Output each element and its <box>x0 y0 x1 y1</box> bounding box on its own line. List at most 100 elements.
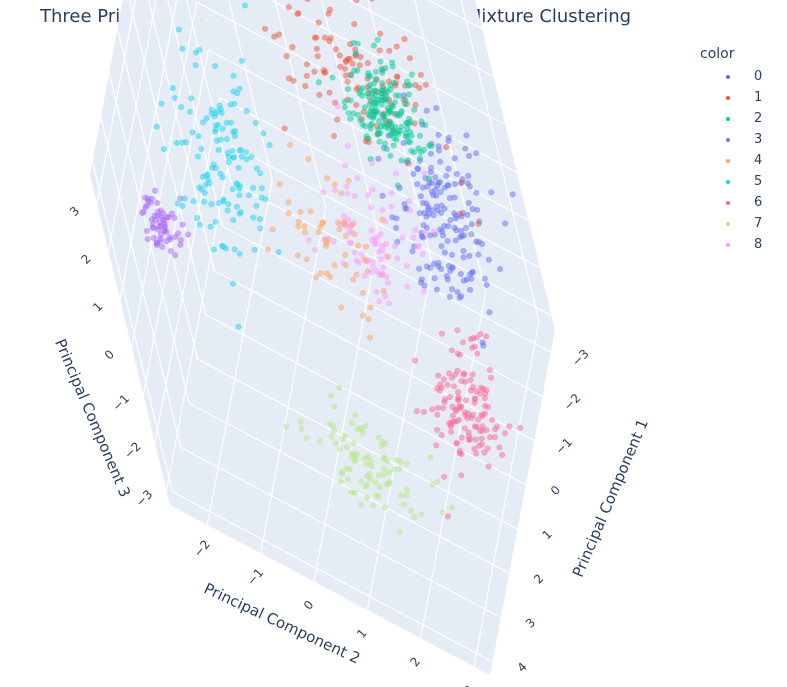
data-point-cluster-8 <box>421 170 428 177</box>
data-point-cluster-1 <box>458 179 465 186</box>
data-point-cluster-4 <box>331 262 338 269</box>
data-point-cluster-7 <box>332 439 339 447</box>
legend-item-5[interactable]: 5 <box>726 171 762 192</box>
data-point-cluster-1 <box>262 25 269 32</box>
data-point-cluster-4 <box>342 252 349 259</box>
data-point-cluster-7 <box>339 470 346 477</box>
legend-marker-icon <box>726 221 730 226</box>
legend-label: 1 <box>754 90 763 105</box>
data-point-cluster-8 <box>391 243 398 250</box>
grid-line <box>473 321 540 667</box>
legend-item-3[interactable]: 3 <box>726 129 762 150</box>
grid-line <box>154 97 221 443</box>
grid-line <box>231 145 552 317</box>
data-point-cluster-0 <box>475 251 482 258</box>
data-point-cluster-7 <box>348 419 355 427</box>
data-point-cluster-6 <box>454 327 461 334</box>
data-point-cluster-5 <box>217 136 224 143</box>
data-point-cluster-2 <box>362 122 369 130</box>
data-point-cluster-3 <box>185 231 192 238</box>
data-point-cluster-6 <box>483 333 490 340</box>
data-point-cluster-1 <box>369 0 375 2</box>
data-point-cluster-5 <box>238 153 245 160</box>
data-point-cluster-6 <box>448 374 456 381</box>
data-point-cluster-6 <box>435 372 442 379</box>
data-point-cluster-6 <box>449 412 457 419</box>
data-point-cluster-7 <box>396 465 403 473</box>
x-tick-label: −2 <box>561 391 583 413</box>
legend-item-7[interactable]: 7 <box>726 213 762 234</box>
data-point-cluster-5 <box>212 122 219 129</box>
data-point-cluster-7 <box>341 433 349 440</box>
data-point-cluster-7 <box>363 494 370 501</box>
data-point-cluster-2 <box>378 101 385 108</box>
data-point-cluster-8 <box>369 159 376 167</box>
data-point-cluster-8 <box>354 174 361 182</box>
data-point-cluster-7 <box>358 501 365 508</box>
legend-item-8[interactable]: 8 <box>726 234 762 255</box>
legend-label: 6 <box>754 195 763 210</box>
data-point-cluster-1 <box>332 46 340 53</box>
data-point-cluster-6 <box>496 444 503 451</box>
legend-item-0[interactable]: 0 <box>726 66 762 87</box>
data-point-cluster-5 <box>229 280 237 287</box>
data-point-cluster-5 <box>190 198 197 205</box>
data-point-cluster-8 <box>305 237 312 244</box>
legend-item-2[interactable]: 2 <box>726 108 762 129</box>
data-point-cluster-3 <box>175 230 182 237</box>
data-point-cluster-1 <box>376 47 383 54</box>
data-point-cluster-8 <box>340 260 347 267</box>
data-point-cluster-5 <box>233 203 240 210</box>
data-point-cluster-4 <box>362 243 370 250</box>
data-point-cluster-2 <box>405 82 412 89</box>
grid-line <box>142 49 209 396</box>
data-point-cluster-5 <box>215 146 222 154</box>
data-point-cluster-7 <box>376 483 384 490</box>
data-point-cluster-8 <box>368 227 375 234</box>
data-point-cluster-0 <box>416 210 423 217</box>
data-point-cluster-6 <box>434 411 441 418</box>
data-point-cluster-8 <box>377 256 384 263</box>
data-point-cluster-6 <box>470 384 477 391</box>
data-point-cluster-6 <box>436 387 444 394</box>
legend-item-6[interactable]: 6 <box>726 192 762 213</box>
data-point-cluster-8 <box>334 103 341 110</box>
data-point-cluster-6 <box>453 407 460 415</box>
data-point-cluster-8 <box>373 288 380 295</box>
data-point-cluster-7 <box>411 513 418 521</box>
data-point-cluster-2 <box>387 108 394 116</box>
data-point-cluster-1 <box>475 220 482 227</box>
data-point-cluster-5 <box>188 95 195 102</box>
data-point-cluster-8 <box>410 234 417 241</box>
legend-item-1[interactable]: 1 <box>726 87 762 108</box>
data-point-cluster-2 <box>405 91 413 98</box>
data-point-cluster-0 <box>447 217 454 224</box>
data-point-cluster-0 <box>441 249 448 256</box>
data-point-cluster-3 <box>179 221 186 228</box>
data-point-cluster-8 <box>312 246 319 253</box>
data-point-cluster-5 <box>248 153 255 160</box>
legend-label: 8 <box>754 237 763 252</box>
data-point-cluster-2 <box>344 85 352 93</box>
data-point-cluster-4 <box>312 274 320 281</box>
data-point-cluster-7 <box>396 529 404 536</box>
data-point-cluster-6 <box>477 331 484 338</box>
data-point-cluster-6 <box>440 376 448 383</box>
data-point-cluster-5 <box>169 84 176 92</box>
data-point-cluster-7 <box>337 478 344 485</box>
legend-item-4[interactable]: 4 <box>726 150 762 171</box>
data-point-cluster-2 <box>416 155 424 162</box>
data-point-cluster-8 <box>344 142 351 150</box>
data-point-cluster-0 <box>437 265 445 273</box>
data-point-cluster-5 <box>211 62 219 70</box>
data-point-cluster-7 <box>382 503 389 511</box>
grid-line <box>230 181 552 353</box>
data-point-cluster-6 <box>456 416 463 423</box>
data-point-cluster-4 <box>331 181 339 188</box>
data-point-cluster-0 <box>488 189 495 196</box>
data-point-cluster-5 <box>266 142 273 149</box>
data-point-cluster-0 <box>421 282 428 289</box>
data-point-cluster-6 <box>458 434 465 441</box>
data-point-cluster-8 <box>365 191 372 199</box>
